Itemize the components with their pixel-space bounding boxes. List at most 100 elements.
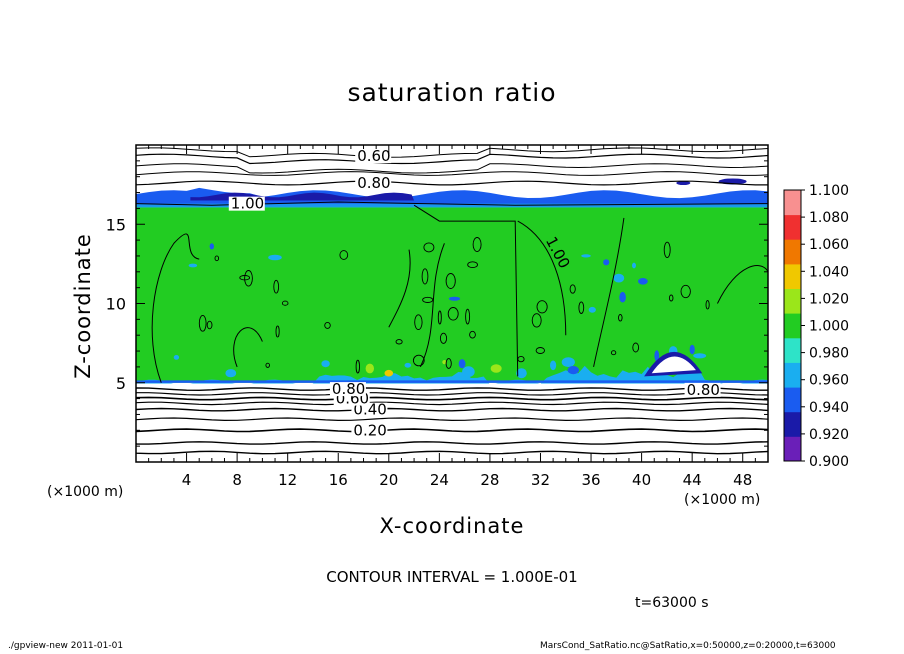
contour-loop (578, 301, 585, 314)
x-unit-label-right: (×1000 m) (684, 492, 761, 508)
y-axis-label: Z-coordinate (71, 233, 95, 379)
field-blob (567, 366, 579, 375)
contour-label: 0.80 (687, 381, 720, 399)
contour-label-bg (684, 382, 721, 397)
contour-line-vertical (233, 327, 263, 368)
x-tick-label: 24 (430, 471, 449, 489)
field-blob (490, 364, 502, 373)
contour-line-lower (136, 428, 768, 433)
field-blob (632, 262, 636, 269)
field-blob (654, 350, 660, 362)
x-tick-label: 20 (379, 471, 398, 489)
field-blob (365, 363, 374, 374)
cyan-fringe (136, 365, 768, 390)
colorbar-label: 1.040 (809, 264, 849, 280)
field-blob (638, 278, 648, 285)
contour-loop (214, 255, 220, 262)
x-tick-label: 16 (329, 471, 348, 489)
x-tick-label: 28 (480, 471, 499, 489)
field-blob (561, 357, 575, 367)
colorbar-segment (784, 263, 801, 289)
colorbar-segment (784, 288, 801, 314)
field-blob (268, 254, 282, 261)
field-blob (225, 369, 237, 378)
colorbar-segment (784, 214, 801, 240)
contour-loop (273, 279, 280, 294)
field-blob (550, 360, 557, 371)
dome-interior (651, 356, 696, 374)
contour-loop (265, 362, 270, 368)
x-tick-label: 36 (581, 471, 600, 489)
contour-line-lower (136, 392, 768, 396)
colorbar-segment (784, 411, 801, 437)
contour-loop (412, 354, 425, 367)
contour-loop (610, 350, 617, 356)
contour-line-upper (136, 147, 768, 158)
contour-loop (206, 320, 213, 330)
y-tick-label: 10 (106, 295, 126, 314)
contour-line-upper (136, 163, 768, 174)
contour-loop (569, 284, 576, 294)
contour-loop (445, 273, 456, 289)
contour-loop (395, 339, 403, 345)
contour-line-vertical (388, 249, 411, 328)
contour-loop (437, 310, 442, 325)
cyan-band (136, 203, 768, 208)
contour-line-vertical (151, 233, 200, 383)
contour-line-lower (136, 450, 768, 455)
contour-loop (536, 300, 548, 314)
contour-loop (439, 332, 448, 344)
colorbar-label: 1.000 (809, 319, 849, 335)
field-blob (619, 291, 626, 303)
x-unit-label-left: (×1000 m) (47, 484, 124, 500)
contour-loop (414, 314, 423, 331)
contour-loop (339, 250, 349, 260)
field-blob (321, 360, 330, 368)
field-blob (384, 369, 394, 377)
field-blob (188, 263, 198, 268)
colorbar-label: 0.960 (809, 373, 849, 389)
contour-loop (531, 313, 542, 328)
colorbar-label: 1.020 (809, 291, 849, 307)
blue-fringe (136, 380, 768, 383)
contour-loop (421, 268, 429, 285)
contour-line-lower (136, 387, 768, 392)
contour-label-bg (355, 176, 392, 191)
contour-loop (469, 330, 476, 339)
contour-loop (465, 308, 471, 325)
field-blob (588, 306, 596, 313)
contour-label: 1.00 (231, 195, 264, 213)
contour-label: 0.20 (353, 421, 386, 439)
field-blob (404, 362, 412, 368)
dark-blue-band (190, 192, 415, 201)
contour-loop (632, 342, 640, 353)
contour-loop (198, 314, 207, 332)
contour-loop (467, 261, 478, 269)
colorbar-segment (784, 337, 801, 363)
colorbar-segment (784, 387, 801, 413)
y-tick-label: 5 (116, 374, 126, 393)
contour-loop (447, 307, 459, 321)
contour-label-bg (355, 149, 392, 164)
x-axis-label: X-coordinate (379, 514, 525, 538)
colorbar-label: 1.080 (809, 210, 849, 226)
contour-line-1-00 (136, 201, 768, 206)
contour-line-upper (136, 153, 768, 165)
contour-loop (355, 359, 360, 374)
contour-loop (472, 237, 482, 252)
contour-interval-label: CONTOUR INTERVAL = 1.000E-01 (326, 568, 578, 586)
contour-label: 0.60 (357, 147, 390, 165)
contour-label-bg (351, 402, 388, 417)
field-blob (689, 344, 695, 355)
x-tick-label: 32 (531, 471, 550, 489)
contour-loop (680, 284, 691, 299)
subsaturated-band (136, 187, 768, 207)
field-layer (136, 147, 768, 462)
colorbar-label: 1.100 (809, 183, 849, 199)
colorbar-segment (784, 190, 801, 216)
field-blob (448, 296, 461, 301)
contour-loop (517, 355, 525, 363)
dark-blue-patch (676, 181, 691, 186)
contour-loop (668, 294, 674, 302)
